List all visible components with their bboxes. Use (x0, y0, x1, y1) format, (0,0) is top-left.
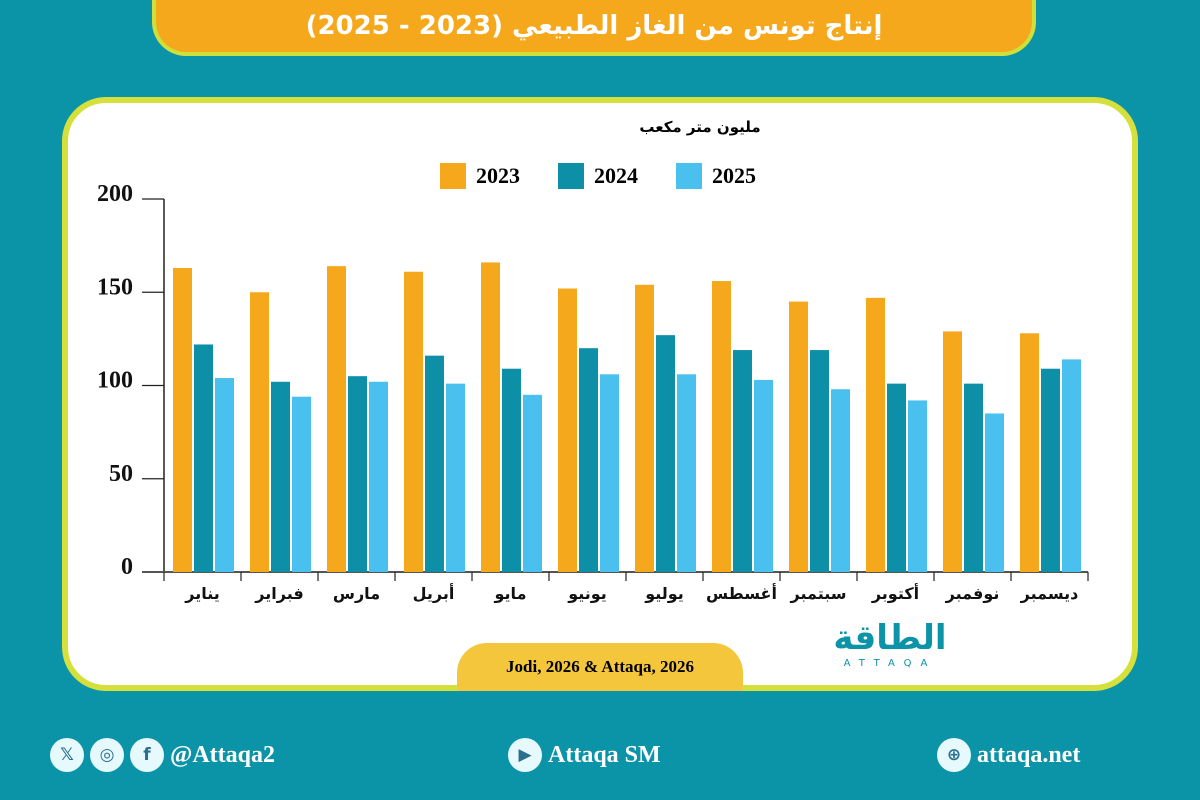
x-tick-label: يناير (184, 584, 220, 603)
facebook-icon[interactable]: f (130, 738, 164, 772)
legend-swatch (558, 163, 584, 189)
bar-2025 (600, 374, 619, 572)
y-tick-label: 100 (97, 368, 133, 394)
bar-2024 (271, 381, 290, 572)
bar-2023 (404, 271, 423, 572)
x-tick-label: مارس (333, 584, 380, 603)
logo-english: ATTAQA (843, 658, 937, 669)
x-tick-label: يونيو (567, 584, 607, 603)
globe-icon[interactable]: ⊕ (937, 738, 971, 772)
bar-2025 (908, 400, 927, 572)
legend-label: 2023 (476, 163, 520, 188)
legend-swatch (440, 163, 466, 189)
y-tick-label: 50 (109, 461, 133, 487)
website-link[interactable]: attaqa.net (977, 741, 1081, 768)
bar-2023 (173, 268, 192, 572)
y-tick-label: 200 (97, 181, 133, 207)
bar-2024 (194, 344, 213, 572)
y-tick-label: 0 (121, 554, 133, 580)
bar-2024 (1041, 368, 1060, 572)
bar-2023 (635, 284, 654, 572)
x-tick-label: مايو (494, 584, 527, 603)
legend: 2023 2024 2025 (440, 163, 756, 189)
attaqa-logo: الطاقة ATTAQA (805, 618, 975, 680)
bar-2025 (1062, 359, 1081, 572)
bar-2024 (887, 383, 906, 572)
footer-social: 𝕏 ◎ f @Attaqa2 (50, 733, 275, 777)
bar-2025 (985, 413, 1004, 572)
x-tick-label: أكتوبر (871, 583, 919, 603)
x-tick-label: نوفمبر (945, 584, 1000, 603)
bar-2025 (215, 378, 234, 572)
bar-2024 (425, 355, 444, 572)
bar-2024 (733, 350, 752, 572)
legend-item: 2023 (440, 163, 520, 189)
bar-2023 (327, 266, 346, 572)
legend-swatch (676, 163, 702, 189)
youtube-channel[interactable]: Attaqa SM (548, 741, 661, 768)
bar-2024 (964, 383, 983, 572)
bar-2025 (677, 374, 696, 572)
source-label: Jodi, 2026 & Attaqa, 2026 (457, 643, 743, 691)
x-tick-label: سبتمبر (789, 584, 846, 603)
x-tick-label: أغسطس (706, 583, 777, 603)
bar-2023 (250, 292, 269, 572)
title-banner: إنتاج تونس من الغاز الطبيعي (2023 - 2025… (152, 0, 1036, 56)
bar-2025 (292, 396, 311, 572)
bar-2024 (348, 376, 367, 572)
bar-2025 (523, 394, 542, 572)
legend-item: 2025 (676, 163, 756, 189)
chart-title: إنتاج تونس من الغاز الطبيعي (2023 - 2025… (305, 11, 883, 41)
bar-2023 (943, 331, 962, 572)
legend-item: 2024 (558, 163, 638, 189)
bar-2025 (831, 389, 850, 572)
bar-2023 (558, 288, 577, 572)
x-icon[interactable]: 𝕏 (50, 738, 84, 772)
footer-website: ⊕ attaqa.net (937, 733, 1080, 777)
social-handle[interactable]: @Attaqa2 (170, 741, 275, 768)
x-tick-label: فبراير (254, 584, 303, 603)
bar-2024 (579, 348, 598, 572)
bar-2023 (481, 262, 500, 572)
bar-2024 (502, 368, 521, 572)
y-axis-unit-label: مليون متر مكعب (639, 118, 761, 136)
bar-2025 (446, 383, 465, 572)
bar-2023 (789, 301, 808, 572)
y-tick-label: 150 (97, 274, 133, 300)
bar-2023 (866, 297, 885, 572)
bar-2025 (754, 379, 773, 572)
instagram-icon[interactable]: ◎ (90, 738, 124, 772)
x-tick-label: يوليو (644, 584, 684, 603)
bar-2024 (656, 335, 675, 572)
x-tick-label: ديسمبر (1020, 584, 1079, 603)
bar-2023 (712, 281, 731, 572)
bar-2024 (810, 350, 829, 572)
logo-arabic: الطاقة (833, 618, 947, 658)
youtube-icon[interactable]: ▶ (508, 738, 542, 772)
x-tick-label: أبريل (413, 583, 455, 603)
legend-label: 2025 (712, 163, 756, 188)
bar-2023 (1020, 333, 1039, 572)
bar-2025 (369, 381, 388, 572)
legend-label: 2024 (594, 163, 638, 188)
footer-youtube: ▶ Attaqa SM (508, 733, 661, 777)
